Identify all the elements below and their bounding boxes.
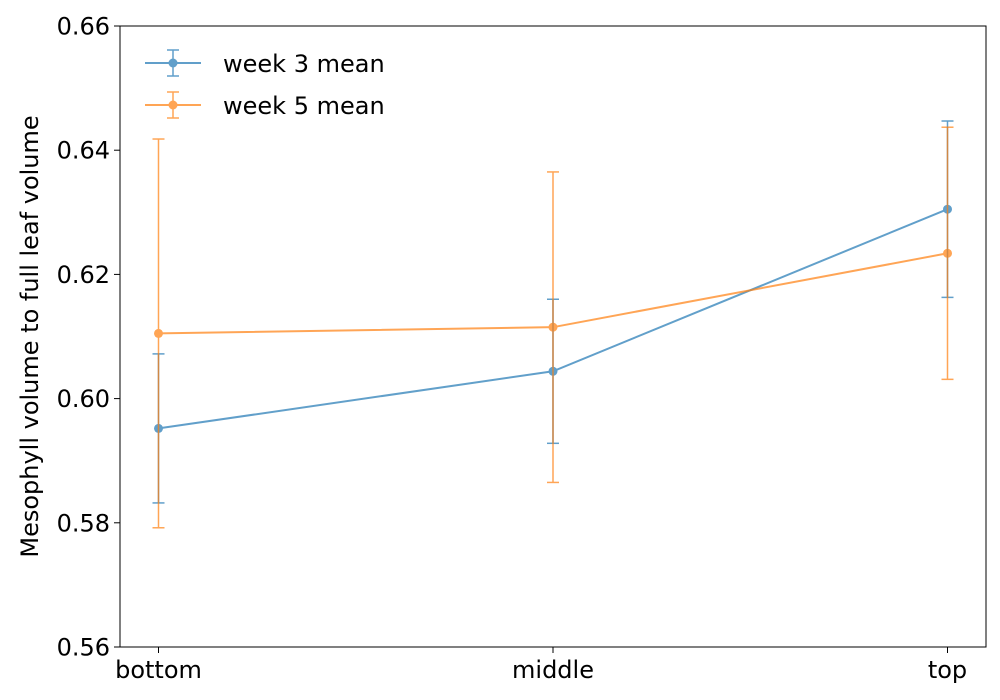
legend-marker [168,100,178,110]
axes: 0.56 0.58 0.60 0.62 0.64 0.66 bottom middle top [57,13,968,685]
plot-area [152,120,954,529]
legend-marker [168,58,178,68]
y-tick-label: 0.62 [57,261,110,289]
y-tick-label: 0.60 [57,385,110,413]
series-2 [152,126,954,529]
legend-label: week 3 mean [223,50,385,78]
legend-item-1-marker [145,49,201,77]
x-tick-label: bottom [115,656,202,684]
legend-label: week 5 mean [223,92,385,120]
data-point [154,328,163,338]
legend-item-2-marker [145,91,201,119]
y-tick-label: 0.66 [57,13,110,41]
y-axis-title: Mesophyll volume to full leaf volume [16,115,44,557]
y-tick-label: 0.58 [57,509,110,537]
legend: week 3 mean week 5 mean [145,49,385,120]
y-tick-label: 0.64 [57,137,110,165]
data-point [943,248,952,258]
x-tick-label: middle [512,656,594,684]
data-point [548,322,558,332]
y-tick-label: 0.56 [57,634,110,662]
x-tick-label: top [928,656,967,684]
